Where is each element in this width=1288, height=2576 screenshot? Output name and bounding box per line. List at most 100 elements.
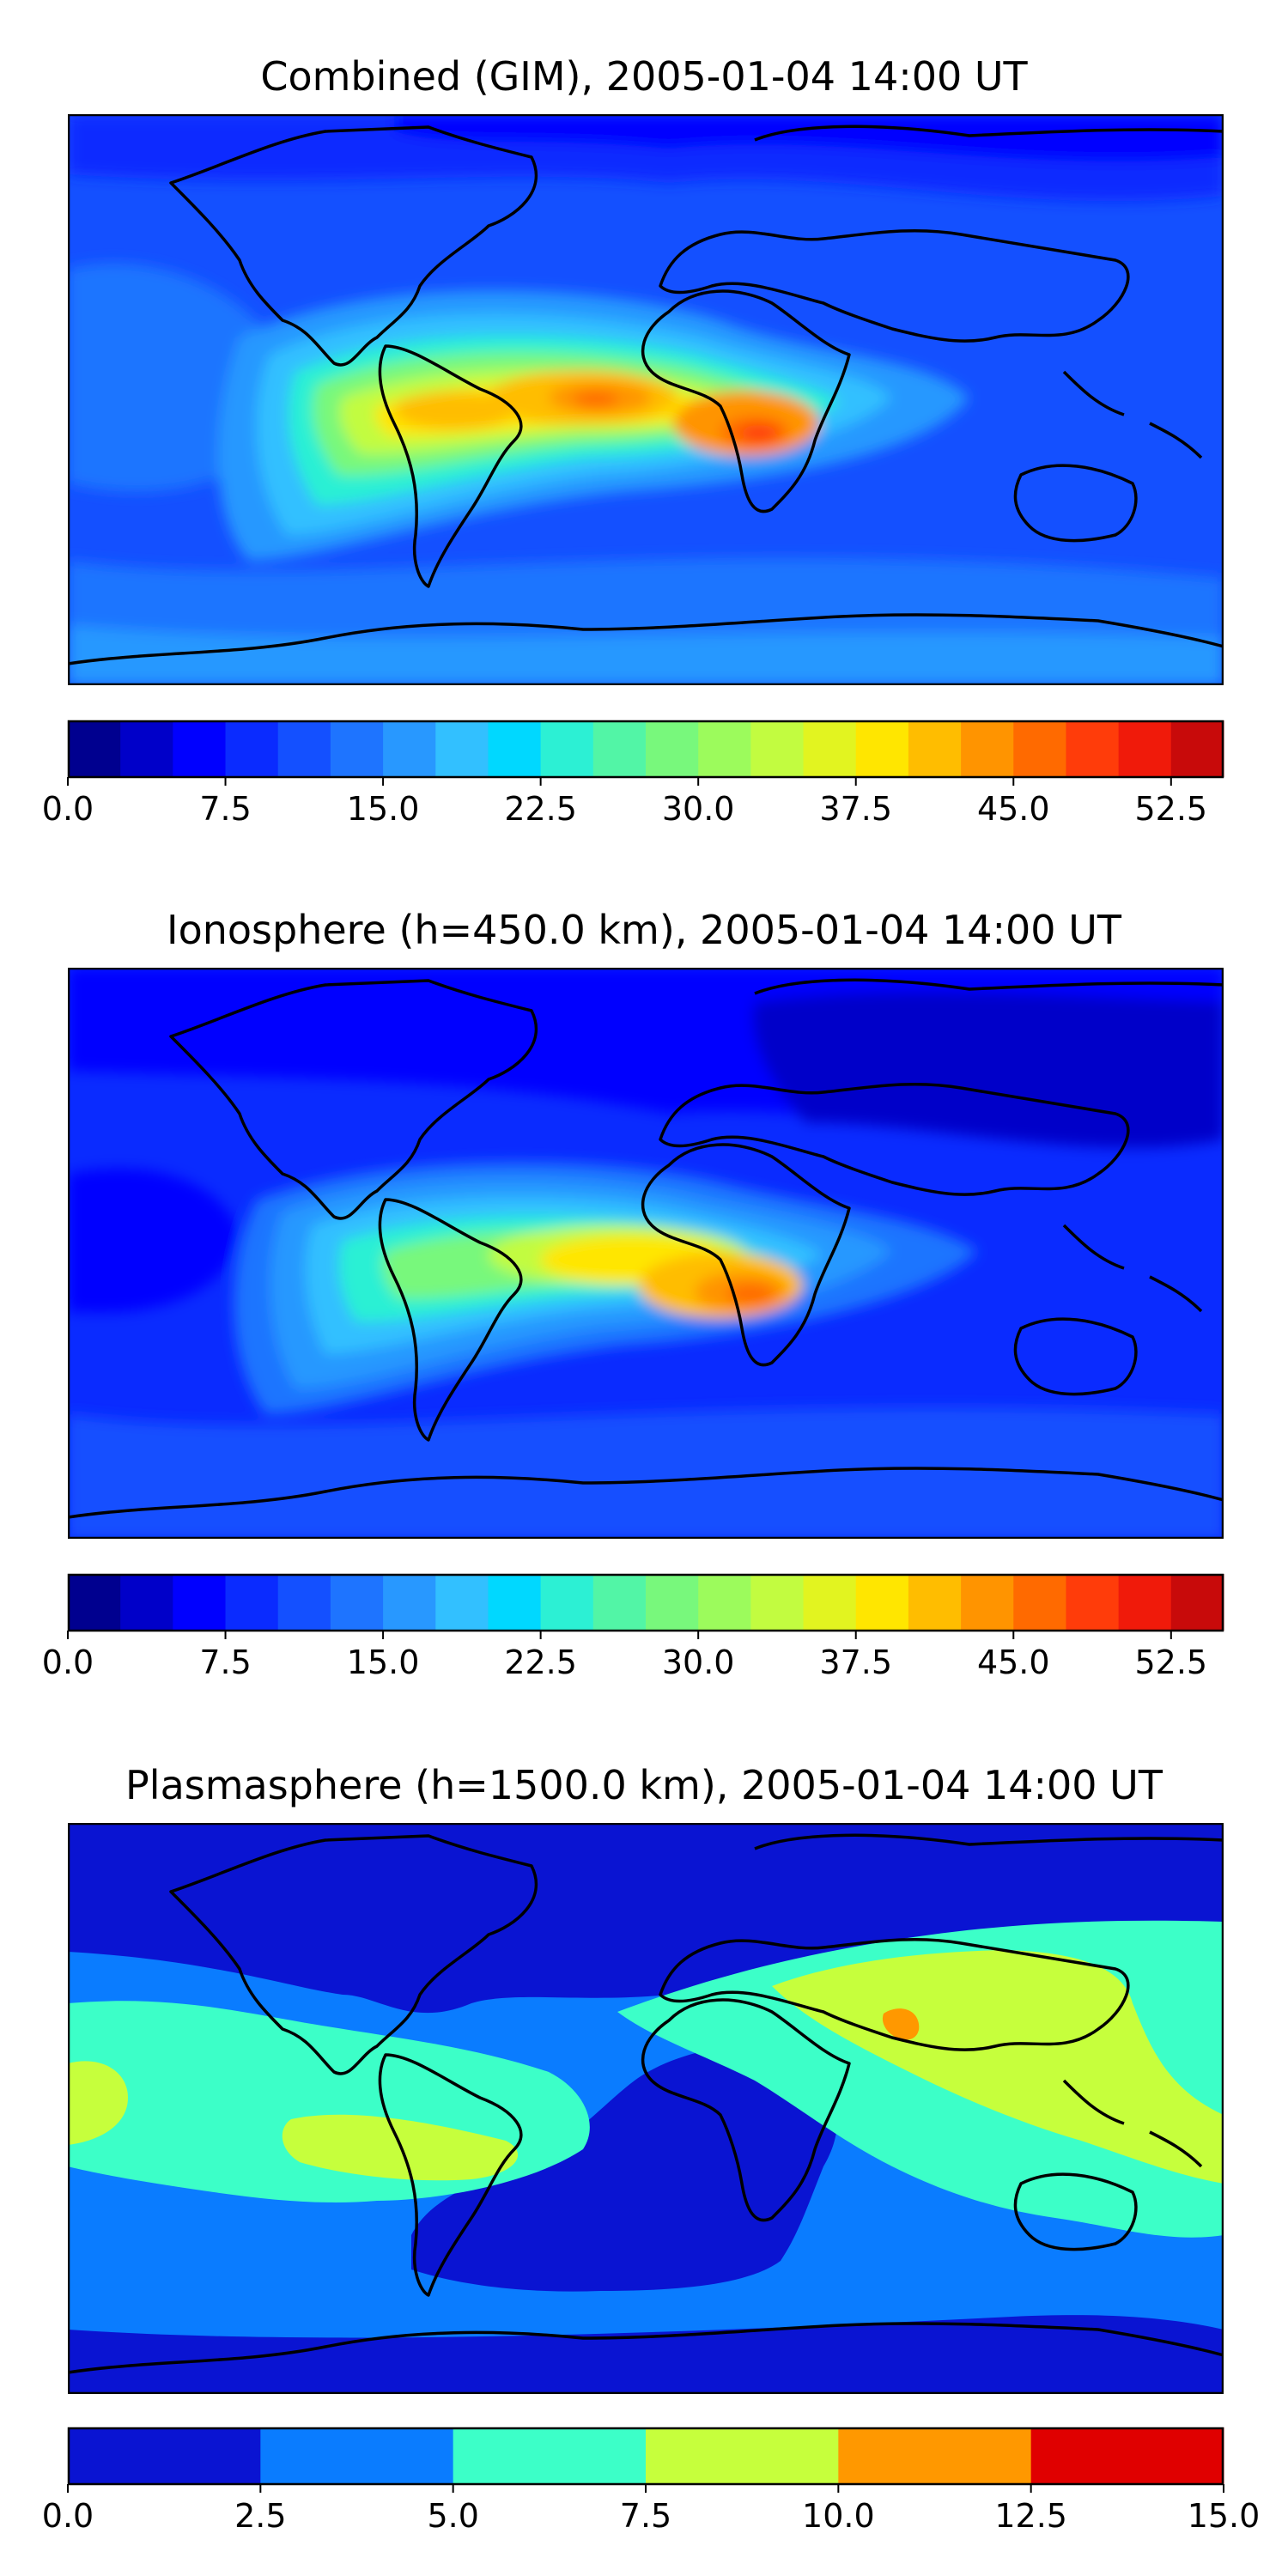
colorbar-segment (540, 720, 594, 777)
peak-central-africa-max (726, 1284, 775, 1304)
peak-central-africa-max (740, 425, 778, 442)
atlantic-low-region (411, 2044, 838, 2292)
colorbar-tick-label: 2.5 (234, 2497, 286, 2535)
colorbar-segment (1170, 1574, 1224, 1631)
colorbar-segment (961, 720, 1014, 777)
colorbar-tick-label: 37.5 (819, 1643, 892, 1681)
colorbar-segment (855, 720, 909, 777)
colorbar-tick-label: 15.0 (347, 1643, 420, 1681)
coastlines (68, 978, 1224, 1519)
panel-2-colorbar: 0.0 7.5 15.0 22.5 30.0 37.5 45.0 52.5 (42, 1573, 1224, 1681)
peak-west-pacific (68, 2061, 128, 2145)
colorbar-tick-label: 52.5 (1135, 790, 1208, 828)
colorbar-segment (1013, 1574, 1066, 1631)
pacific-cell (68, 1168, 240, 1313)
colorbar-segment (435, 1574, 489, 1631)
colorbar-tick-label: 52.5 (1135, 1643, 1208, 1681)
colorbar-segment (225, 720, 279, 777)
colorbar-segment (1030, 2427, 1224, 2484)
colorbar-tick-label: 30.0 (662, 1643, 735, 1681)
colorbar-segment (120, 720, 173, 777)
colorbar-tick-label: 37.5 (819, 790, 892, 828)
colorbar-tick-label: 15.0 (347, 790, 420, 828)
colorbar-segment (277, 1574, 331, 1631)
high-latitude-north-core (753, 992, 1224, 1148)
colorbar-segment (1066, 720, 1120, 777)
colorbar-tick-label: 22.5 (504, 1643, 577, 1681)
colorbar-tick-label: 5.0 (427, 2497, 478, 2535)
colorbar-segment (383, 1574, 436, 1631)
colorbar-segment (540, 1574, 594, 1631)
colorbar-segment (803, 1574, 857, 1631)
colorbar-segment (1118, 720, 1172, 777)
colorbar-segment (1118, 1574, 1172, 1631)
colorbar-segment (698, 1574, 751, 1631)
colorbar-tick-label: 0.0 (42, 790, 94, 828)
colorbar-tick-label: 10.0 (802, 2497, 875, 2535)
colorbar-segment (1066, 1574, 1120, 1631)
panel-1-colorbar: 0.0 7.5 15.0 22.5 30.0 37.5 45.0 52.5 (42, 720, 1224, 828)
panel-1-title: Combined (GIM), 2005-01-04 14:00 UT (260, 53, 1028, 100)
colorbar-tick-label: 30.0 (662, 790, 735, 828)
colorbar-segment (68, 720, 121, 777)
colorbar-tick-label: 7.5 (620, 2497, 671, 2535)
colorbar-segment (260, 2427, 454, 2484)
colorbar-tick-label: 22.5 (504, 790, 577, 828)
colorbar-frame (67, 1573, 1224, 1632)
colorbar-tick-label: 15.0 (1188, 2497, 1261, 2535)
southern-band-2 (68, 625, 1224, 685)
northern-low-region (68, 1823, 1224, 2014)
colorbar-segment (961, 1574, 1014, 1631)
colorbar-tick-label: 7.5 (199, 790, 251, 828)
colorbar-tick-label: 7.5 (199, 1643, 251, 1681)
colorbar-tick-label: 45.0 (977, 790, 1050, 828)
peak-west-africa-max (574, 392, 618, 407)
colorbar-segment (1013, 720, 1066, 777)
panel-2-title: Ionosphere (h=450.0 km), 2005-01-04 14:0… (167, 907, 1121, 953)
southern-band (68, 1407, 1224, 1539)
southern-ring (68, 2315, 1224, 2394)
high-latitude-north-core (394, 114, 1224, 161)
colorbar-segment (330, 720, 384, 777)
panel-3-map (68, 1823, 1224, 2394)
colorbar-segment (646, 720, 699, 777)
peak-asia (772, 1950, 1224, 2184)
coastlines (68, 1833, 1224, 2374)
colorbar-segment (1170, 720, 1224, 777)
colorbar-segment (750, 720, 805, 777)
colorbar-segment (592, 1574, 647, 1631)
colorbar-segment (435, 720, 489, 777)
colorbar-segment (330, 1574, 384, 1631)
peak-south-america (394, 392, 514, 429)
colorbar-segment (488, 720, 542, 777)
colorbar-segment (750, 1574, 805, 1631)
colorbar-segment (68, 2427, 261, 2484)
colorbar-segment (698, 720, 751, 777)
colorbar-segment (646, 2427, 839, 2484)
colorbar-segment (592, 720, 647, 777)
panel-2-map (68, 968, 1224, 1539)
colorbar-segment (838, 2427, 1032, 2484)
colorbar-segment (803, 720, 857, 777)
colorbar-tick-label: 12.5 (994, 2497, 1067, 2535)
colorbar-tick-label: 0.0 (42, 1643, 94, 1681)
colorbar-segment (120, 1574, 173, 1631)
colorbar-segment (277, 720, 331, 777)
panel-3-title: Plasmasphere (h=1500.0 km), 2005-01-04 1… (125, 1762, 1163, 1808)
panel-3-colorbar: 0.0 2.5 5.0 7.5 10.0 12.5 15.0 (42, 2427, 1260, 2535)
colorbar-segment (225, 1574, 279, 1631)
colorbar-segment (383, 720, 436, 777)
colorbar-segment (646, 1574, 699, 1631)
colorbar-segment (173, 720, 227, 777)
panel-1-map (68, 114, 1224, 685)
colorbar-tick-label: 0.0 (42, 2497, 94, 2535)
colorbar-segment (488, 1574, 542, 1631)
colorbar-segment (855, 1574, 909, 1631)
peak-india (882, 2008, 920, 2040)
coastlines (68, 125, 1224, 665)
colorbar-segment (453, 2427, 647, 2484)
colorbar-segment (908, 1574, 962, 1631)
colorbar-segment (173, 1574, 227, 1631)
colorbar-segment (68, 1574, 121, 1631)
colorbar-tick-label: 45.0 (977, 1643, 1050, 1681)
